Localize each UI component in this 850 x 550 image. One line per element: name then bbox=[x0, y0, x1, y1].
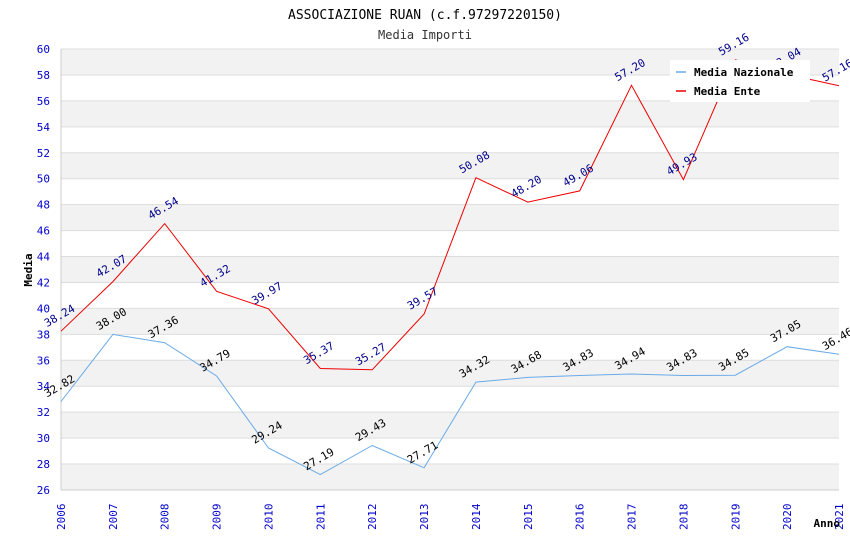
x-tick-label: 2021 bbox=[833, 504, 846, 531]
y-tick-label: 50 bbox=[37, 173, 50, 186]
x-tick-label: 2013 bbox=[418, 504, 431, 531]
x-tick-label: 2008 bbox=[159, 504, 172, 531]
x-tick-label: 2017 bbox=[626, 504, 639, 531]
y-tick-label: 36 bbox=[37, 354, 50, 367]
y-tick-label: 58 bbox=[37, 69, 50, 82]
plot-band bbox=[61, 360, 839, 387]
series-line-media-nazionale bbox=[60, 333, 840, 476]
x-tick-label: 2018 bbox=[677, 504, 690, 531]
series-line-media-ente bbox=[60, 59, 840, 371]
data-label: 27.71 bbox=[405, 439, 440, 467]
y-tick-label: 28 bbox=[37, 458, 50, 471]
plot-band bbox=[61, 100, 839, 127]
x-tick-label: 2014 bbox=[470, 503, 483, 530]
y-axis-label: Media bbox=[22, 253, 35, 286]
y-tick-label: 40 bbox=[37, 302, 50, 315]
x-tick-label: 2011 bbox=[314, 504, 327, 531]
y-tick-label: 48 bbox=[37, 199, 50, 212]
y-tick-label: 30 bbox=[37, 432, 50, 445]
chart-title: ASSOCIAZIONE RUAN (c.f.97297220150) bbox=[288, 8, 562, 23]
x-tick-label: 2015 bbox=[522, 504, 535, 531]
y-tick-label: 26 bbox=[37, 484, 50, 497]
y-tick-label: 56 bbox=[37, 95, 50, 108]
y-tick-label: 44 bbox=[37, 251, 51, 264]
plot-background bbox=[61, 49, 839, 490]
x-tick-label: 2019 bbox=[729, 504, 742, 531]
x-tick-label: 2012 bbox=[366, 504, 379, 531]
y-axis-ticks: 26 28 30 32 34 36 38 40 42 44 46 48 50 52 54 56 58 60 bbox=[37, 43, 51, 497]
x-axis-label: Anno bbox=[814, 517, 841, 530]
y-tick-label: 60 bbox=[37, 43, 50, 56]
data-label: 32.82 bbox=[42, 372, 77, 400]
legend-label: Media Ente bbox=[694, 85, 761, 98]
plot-band bbox=[61, 204, 839, 231]
y-tick-label: 52 bbox=[37, 147, 50, 160]
x-axis-ticks: 2006 2007 2008 2009 2010 2011 2012 2013 2014 2015… bbox=[55, 503, 846, 530]
plot-band bbox=[61, 256, 839, 283]
y-tick-label: 54 bbox=[37, 121, 51, 134]
x-tick-label: 2009 bbox=[211, 504, 224, 531]
y-tick-label: 32 bbox=[37, 406, 50, 419]
x-tick-label: 2020 bbox=[781, 504, 794, 531]
legend-label: Media Nazionale bbox=[694, 66, 794, 79]
data-label: 39.97 bbox=[249, 280, 284, 308]
y-tick-label: 46 bbox=[37, 225, 50, 238]
y-tick-label: 38 bbox=[37, 328, 50, 341]
x-tick-label: 2010 bbox=[262, 504, 275, 531]
y-tick-label: 34 bbox=[37, 380, 51, 393]
chart-subtitle: Media Importi bbox=[378, 28, 472, 42]
plot-band bbox=[61, 464, 839, 490]
plot-band bbox=[61, 308, 839, 335]
legend: Media Nazionale Media Ente bbox=[670, 60, 810, 102]
x-tick-label: 2007 bbox=[107, 504, 120, 531]
plot-band bbox=[61, 152, 839, 179]
y-tick-label: 42 bbox=[37, 276, 50, 289]
x-tick-label: 2006 bbox=[55, 504, 68, 531]
x-tick-label: 2016 bbox=[574, 504, 587, 531]
legend-box bbox=[670, 60, 810, 102]
